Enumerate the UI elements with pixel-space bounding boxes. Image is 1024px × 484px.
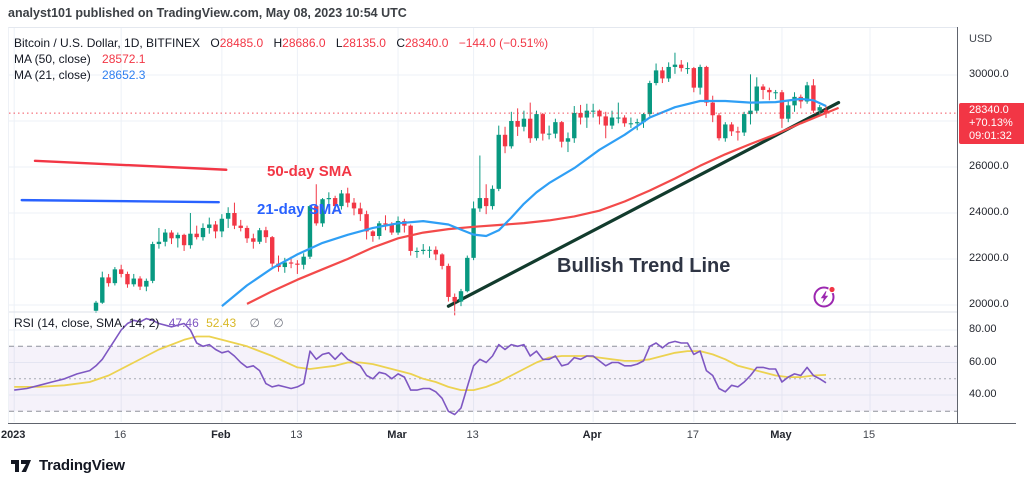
rsi-axis-label: 80.00 [969,323,997,335]
sma50-annotation[interactable]: 50-day SMA [267,163,353,180]
price-axis-label: 20000.0 [969,298,1009,310]
time-axis-label: Feb [211,429,231,441]
tradingview-logo-icon [11,459,31,472]
main-chart-svg[interactable] [9,28,958,424]
badge-change: +70.13% [969,117,1013,130]
symbol-legend[interactable]: Bitcoin / U.S. Dollar, 1D, BITFINEX O284… [14,36,548,50]
rsi-sma-value: 52.43 [206,316,237,330]
open-label: O [210,36,220,50]
rsi-empty-2: ∅ [273,316,284,330]
time-axis-label: Mar [387,429,407,441]
high-value: 28686.0 [282,36,326,50]
rsi-label: RSI (14, close, SMA, 14, 2) [14,316,160,330]
time-axis-label: May [770,429,792,441]
last-price-badge: 28340.0 +70.13% 09:01:32 [959,103,1024,145]
minds-button[interactable] [811,283,837,309]
rsi-axis-label: 60.00 [969,355,997,368]
ma21-value: 28652.3 [102,68,146,82]
ma21-legend[interactable]: MA (21, close) 28652.3 [14,68,145,82]
time-axis-label: 15 [862,429,876,441]
open-value: 28485.0 [219,36,264,50]
rsi-empty-1: ∅ [249,316,260,330]
time-axis-label: Apr [582,429,602,441]
price-axis-label: 22000.0 [969,252,1009,264]
footer-brand[interactable]: TradingView [10,457,125,474]
time-axis[interactable]: 2023 16 Feb 13 Mar 13 Apr 17 May 15 [1,423,1016,448]
price-axis[interactable]: USD 30000.0 26000.0 24000.0 22000.0 20000.0 … [957,27,1024,423]
rsi-axis-label: 40.00 [969,388,997,400]
ma21-label: MA (21, close) [14,68,91,82]
trendline-annotation[interactable]: Bullish Trend Line [557,255,731,277]
rsi-value: 47.46 [168,316,199,330]
lightning-icon [813,285,836,308]
time-axis-label: 13 [290,429,303,441]
price-axis-label: 26000.0 [969,160,1009,172]
time-axis-label: 17 [686,429,699,441]
ma50-value: 28572.1 [102,52,146,66]
brand-name: TradingView [39,457,125,474]
ma50-legend[interactable]: MA (50, close) 28572.1 [14,52,145,66]
badge-countdown: 09:01:32 [969,130,1012,143]
price-axis-label: 30000.0 [969,68,1009,80]
badge-price: 28340.0 [969,104,1009,117]
time-axis-label: 16 [114,429,127,441]
sma21-annotation[interactable]: 21-day SMA [257,201,343,218]
time-axis-label: 2023 [0,429,26,441]
chart-area[interactable] [8,27,958,424]
price-axis-label: 24000.0 [969,206,1009,218]
high-label: H [273,36,283,50]
close-value: 28340.0 [404,36,449,50]
ma50-label: MA (50, close) [14,52,91,66]
currency-label: USD [969,33,993,45]
close-label: C [396,36,405,50]
time-axis-label: 13 [466,429,479,441]
symbol-title: Bitcoin / U.S. Dollar, 1D, BITFINEX [14,36,201,50]
low-value: 28135.0 [342,36,386,50]
low-label: L [335,36,343,50]
rsi-legend[interactable]: RSI (14, close, SMA, 14, 2) 47.46 52.43 … [14,316,284,330]
publish-note: analyst101 published on TradingView.com,… [8,6,407,20]
change-value: −144.0 (−0.51%) [458,36,549,50]
